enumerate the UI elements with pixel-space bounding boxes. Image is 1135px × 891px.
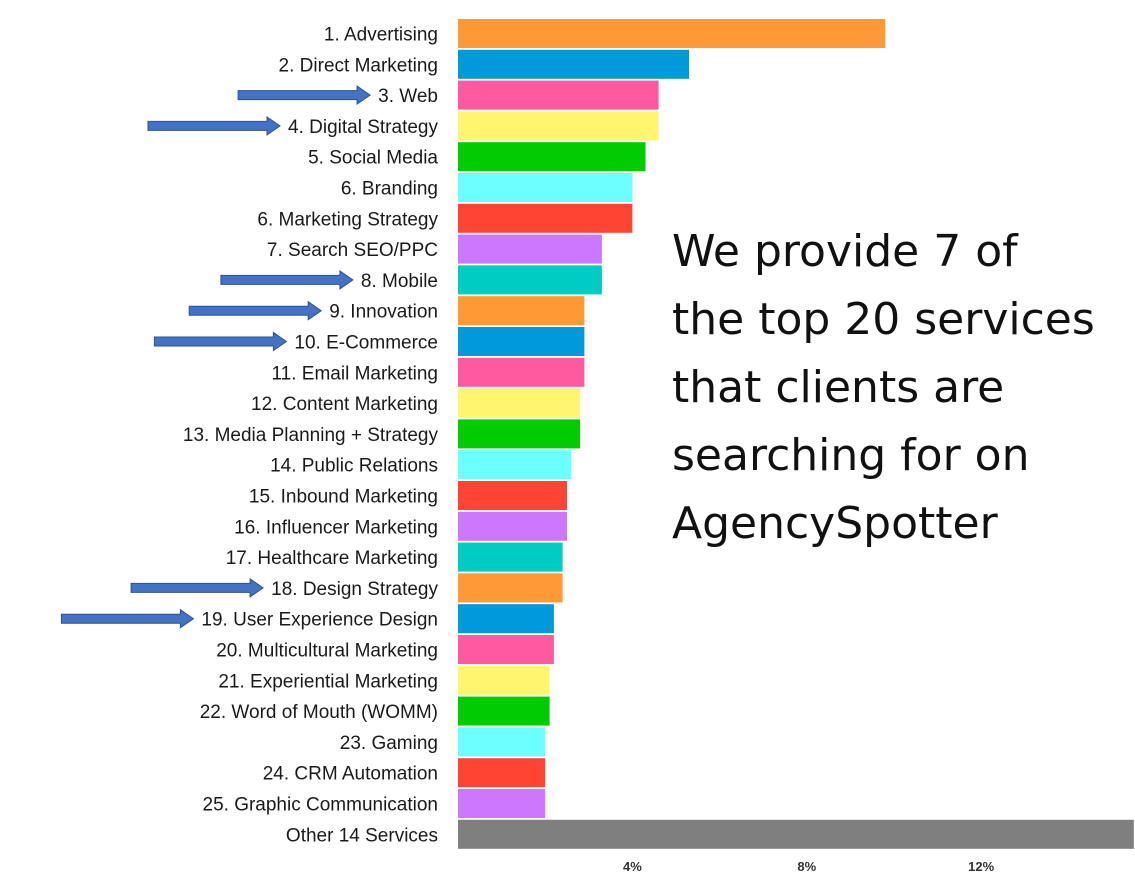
- x-tick-label: 12%: [968, 859, 994, 874]
- bar: [458, 327, 585, 356]
- category-label: 7. Search SEO/PPC: [267, 240, 438, 261]
- category-label: 16. Influencer Marketing: [234, 517, 438, 538]
- category-label: 9. Innovation: [329, 302, 438, 323]
- category-label: 14. Public Relations: [270, 456, 438, 477]
- category-label: 3. Web: [378, 86, 438, 107]
- category-label: Other 14 Services: [286, 825, 438, 846]
- category-label: 24. CRM Automation: [263, 764, 438, 785]
- x-tick-label: 8%: [797, 859, 816, 874]
- callout-line: We provide 7 of: [672, 226, 1018, 277]
- bar: [458, 819, 1134, 849]
- bar: [458, 542, 563, 572]
- bar: [458, 234, 602, 264]
- highlight-arrow-icon: [60, 608, 195, 629]
- x-tick-group: 4% 8% 12%: [623, 859, 995, 874]
- category-label: 6. Marketing Strategy: [257, 209, 438, 230]
- bar: [458, 203, 633, 233]
- category-label: 6. Branding: [341, 179, 438, 200]
- bar: [458, 450, 572, 480]
- bar: [458, 80, 659, 110]
- bar: [458, 173, 633, 202]
- category-label: 1. Advertising: [324, 25, 438, 46]
- category-label: 2. Direct Marketing: [279, 55, 438, 76]
- bar: [458, 758, 546, 788]
- bar: [458, 635, 554, 664]
- arrow-group: [60, 85, 371, 629]
- bar: [458, 419, 581, 449]
- category-label: 4. Digital Strategy: [288, 117, 438, 138]
- callout-line: that clients are: [672, 362, 1005, 413]
- bar: [458, 111, 659, 141]
- bar: [458, 388, 581, 418]
- category-label: 12. Content Marketing: [251, 394, 438, 415]
- category-label: 10. E-Commerce: [294, 333, 438, 354]
- bar: [458, 142, 646, 172]
- bar: [458, 357, 585, 387]
- callout-line: searching for on: [672, 430, 1030, 481]
- bar-group: [458, 19, 1134, 849]
- bar: [458, 296, 585, 326]
- category-label: 13. Media Planning + Strategy: [183, 425, 439, 446]
- bar: [458, 573, 563, 603]
- highlight-arrow-icon: [130, 577, 264, 598]
- bar: [458, 265, 602, 295]
- x-tick-label: 4%: [623, 859, 642, 874]
- bar: [458, 727, 546, 757]
- category-label: 17. Healthcare Marketing: [226, 548, 438, 569]
- category-label: 8. Mobile: [361, 271, 438, 292]
- category-label: 22. Word of Mouth (WOMM): [200, 702, 438, 723]
- bar: [458, 481, 567, 510]
- highlight-arrow-icon: [147, 115, 281, 136]
- callout-line: AgencySpotter: [672, 498, 998, 549]
- bar: [458, 604, 554, 634]
- category-label: 20. Multicultural Marketing: [216, 641, 438, 662]
- bar: [458, 696, 550, 726]
- bar: [458, 511, 567, 541]
- callout-text: We provide 7 of the top 20 services that…: [672, 218, 1127, 558]
- highlight-arrow-icon: [237, 85, 371, 106]
- bar: [458, 49, 690, 79]
- category-label: 11. Email Marketing: [272, 363, 439, 384]
- bar: [458, 665, 550, 695]
- callout-line: the top 20 services: [672, 294, 1095, 345]
- highlight-arrow-icon: [153, 331, 288, 352]
- highlight-arrow-icon: [188, 300, 323, 321]
- category-label: 25. Graphic Communication: [203, 795, 439, 816]
- category-label: 19. User Experience Design: [201, 610, 438, 631]
- bar: [458, 789, 546, 818]
- category-label: 23. Gaming: [340, 733, 438, 754]
- category-label-group: 1. Advertising 2. Direct Marketing 3. Web 4…: [183, 25, 439, 847]
- category-label: 21. Experiential Marketing: [218, 671, 438, 692]
- category-label: 5. Social Media: [308, 148, 438, 169]
- highlight-arrow-icon: [220, 269, 354, 290]
- bar: [458, 19, 886, 48]
- category-label: 18. Design Strategy: [271, 579, 438, 600]
- category-label: 15. Inbound Marketing: [249, 487, 438, 508]
